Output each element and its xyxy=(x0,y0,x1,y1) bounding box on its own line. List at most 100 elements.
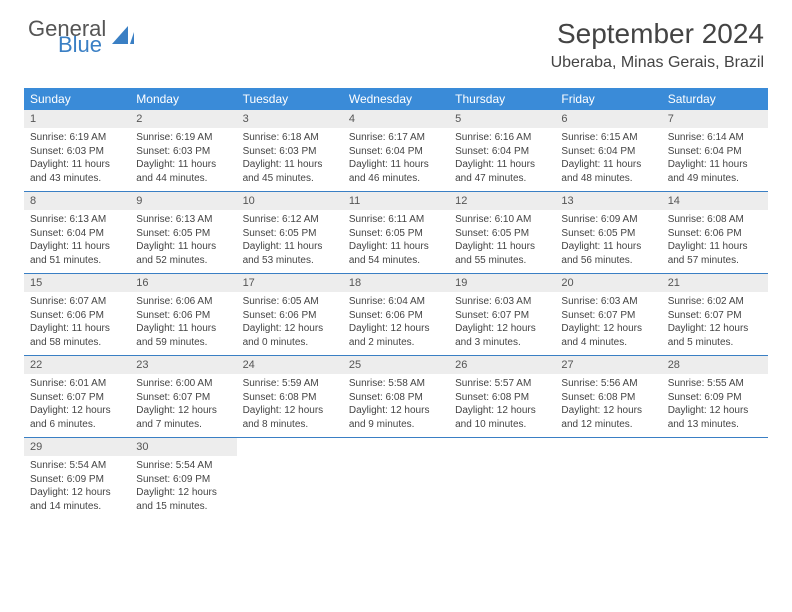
daylight-text: Daylight: 11 hours and 55 minutes. xyxy=(455,240,549,267)
weekday-header: Tuesday xyxy=(237,88,343,110)
day-number: 27 xyxy=(555,356,661,374)
day-number: 30 xyxy=(130,438,236,456)
sunrise-text: Sunrise: 6:10 AM xyxy=(455,213,549,227)
day-number: 28 xyxy=(662,356,768,374)
sunrise-text: Sunrise: 5:58 AM xyxy=(349,377,443,391)
sunset-text: Sunset: 6:08 PM xyxy=(243,391,337,405)
empty-day-cell xyxy=(662,438,768,519)
day-cell: 14Sunrise: 6:08 AMSunset: 6:06 PMDayligh… xyxy=(662,192,768,273)
day-cell: 17Sunrise: 6:05 AMSunset: 6:06 PMDayligh… xyxy=(237,274,343,355)
sunrise-text: Sunrise: 6:05 AM xyxy=(243,295,337,309)
month-title: September 2024 xyxy=(551,18,764,50)
day-cell: 4Sunrise: 6:17 AMSunset: 6:04 PMDaylight… xyxy=(343,110,449,191)
day-body: Sunrise: 6:17 AMSunset: 6:04 PMDaylight:… xyxy=(343,128,449,191)
daylight-text: Daylight: 12 hours and 0 minutes. xyxy=(243,322,337,349)
empty-day-cell xyxy=(555,438,661,519)
daylight-text: Daylight: 12 hours and 7 minutes. xyxy=(136,404,230,431)
day-body: Sunrise: 6:19 AMSunset: 6:03 PMDaylight:… xyxy=(24,128,130,191)
day-body: Sunrise: 6:06 AMSunset: 6:06 PMDaylight:… xyxy=(130,292,236,355)
week-row: 22Sunrise: 6:01 AMSunset: 6:07 PMDayligh… xyxy=(24,355,768,437)
day-number: 14 xyxy=(662,192,768,210)
day-cell: 27Sunrise: 5:56 AMSunset: 6:08 PMDayligh… xyxy=(555,356,661,437)
day-number: 19 xyxy=(449,274,555,292)
day-cell: 15Sunrise: 6:07 AMSunset: 6:06 PMDayligh… xyxy=(24,274,130,355)
day-body: Sunrise: 6:12 AMSunset: 6:05 PMDaylight:… xyxy=(237,210,343,273)
sunset-text: Sunset: 6:07 PM xyxy=(561,309,655,323)
sunset-text: Sunset: 6:04 PM xyxy=(349,145,443,159)
sunrise-text: Sunrise: 6:18 AM xyxy=(243,131,337,145)
empty-day-cell xyxy=(449,438,555,519)
day-number: 16 xyxy=(130,274,236,292)
sunset-text: Sunset: 6:05 PM xyxy=(561,227,655,241)
day-number: 6 xyxy=(555,110,661,128)
daylight-text: Daylight: 12 hours and 10 minutes. xyxy=(455,404,549,431)
daylight-text: Daylight: 11 hours and 44 minutes. xyxy=(136,158,230,185)
day-cell: 28Sunrise: 5:55 AMSunset: 6:09 PMDayligh… xyxy=(662,356,768,437)
weeks-container: 1Sunrise: 6:19 AMSunset: 6:03 PMDaylight… xyxy=(24,110,768,519)
day-number: 2 xyxy=(130,110,236,128)
day-body: Sunrise: 6:03 AMSunset: 6:07 PMDaylight:… xyxy=(449,292,555,355)
sunrise-text: Sunrise: 6:03 AM xyxy=(561,295,655,309)
daylight-text: Daylight: 11 hours and 46 minutes. xyxy=(349,158,443,185)
daylight-text: Daylight: 12 hours and 14 minutes. xyxy=(30,486,124,513)
weekday-header-row: SundayMondayTuesdayWednesdayThursdayFrid… xyxy=(24,88,768,110)
day-number: 22 xyxy=(24,356,130,374)
calendar: SundayMondayTuesdayWednesdayThursdayFrid… xyxy=(24,88,768,519)
day-number: 4 xyxy=(343,110,449,128)
sunrise-text: Sunrise: 6:01 AM xyxy=(30,377,124,391)
weekday-header: Saturday xyxy=(662,88,768,110)
daylight-text: Daylight: 11 hours and 59 minutes. xyxy=(136,322,230,349)
sunrise-text: Sunrise: 6:09 AM xyxy=(561,213,655,227)
day-number: 10 xyxy=(237,192,343,210)
sunset-text: Sunset: 6:04 PM xyxy=(30,227,124,241)
empty-day-cell xyxy=(237,438,343,519)
sunset-text: Sunset: 6:04 PM xyxy=(561,145,655,159)
day-body: Sunrise: 6:14 AMSunset: 6:04 PMDaylight:… xyxy=(662,128,768,191)
sunset-text: Sunset: 6:07 PM xyxy=(30,391,124,405)
sunrise-text: Sunrise: 5:59 AM xyxy=(243,377,337,391)
sunset-text: Sunset: 6:06 PM xyxy=(136,309,230,323)
sunrise-text: Sunrise: 6:13 AM xyxy=(136,213,230,227)
sunset-text: Sunset: 6:09 PM xyxy=(30,473,124,487)
day-body: Sunrise: 6:16 AMSunset: 6:04 PMDaylight:… xyxy=(449,128,555,191)
week-row: 15Sunrise: 6:07 AMSunset: 6:06 PMDayligh… xyxy=(24,273,768,355)
daylight-text: Daylight: 11 hours and 48 minutes. xyxy=(561,158,655,185)
daylight-text: Daylight: 12 hours and 9 minutes. xyxy=(349,404,443,431)
weekday-header: Sunday xyxy=(24,88,130,110)
daylight-text: Daylight: 12 hours and 6 minutes. xyxy=(30,404,124,431)
weekday-header: Wednesday xyxy=(343,88,449,110)
daylight-text: Daylight: 12 hours and 2 minutes. xyxy=(349,322,443,349)
day-cell: 23Sunrise: 6:00 AMSunset: 6:07 PMDayligh… xyxy=(130,356,236,437)
sunrise-text: Sunrise: 6:08 AM xyxy=(668,213,762,227)
weekday-header: Monday xyxy=(130,88,236,110)
day-number: 5 xyxy=(449,110,555,128)
day-cell: 26Sunrise: 5:57 AMSunset: 6:08 PMDayligh… xyxy=(449,356,555,437)
empty-day-cell xyxy=(343,438,449,519)
day-cell: 30Sunrise: 5:54 AMSunset: 6:09 PMDayligh… xyxy=(130,438,236,519)
day-body: Sunrise: 5:54 AMSunset: 6:09 PMDaylight:… xyxy=(24,456,130,519)
sunset-text: Sunset: 6:07 PM xyxy=(455,309,549,323)
daylight-text: Daylight: 11 hours and 58 minutes. xyxy=(30,322,124,349)
daylight-text: Daylight: 11 hours and 45 minutes. xyxy=(243,158,337,185)
daylight-text: Daylight: 12 hours and 12 minutes. xyxy=(561,404,655,431)
day-body: Sunrise: 6:07 AMSunset: 6:06 PMDaylight:… xyxy=(24,292,130,355)
day-cell: 2Sunrise: 6:19 AMSunset: 6:03 PMDaylight… xyxy=(130,110,236,191)
day-body: Sunrise: 5:59 AMSunset: 6:08 PMDaylight:… xyxy=(237,374,343,437)
sunset-text: Sunset: 6:04 PM xyxy=(455,145,549,159)
header: General Blue September 2024 Uberaba, Min… xyxy=(0,0,792,80)
sunset-text: Sunset: 6:05 PM xyxy=(243,227,337,241)
daylight-text: Daylight: 11 hours and 43 minutes. xyxy=(30,158,124,185)
sunset-text: Sunset: 6:04 PM xyxy=(668,145,762,159)
day-body: Sunrise: 6:01 AMSunset: 6:07 PMDaylight:… xyxy=(24,374,130,437)
sunset-text: Sunset: 6:06 PM xyxy=(30,309,124,323)
day-body: Sunrise: 6:03 AMSunset: 6:07 PMDaylight:… xyxy=(555,292,661,355)
day-number: 29 xyxy=(24,438,130,456)
sunrise-text: Sunrise: 5:57 AM xyxy=(455,377,549,391)
day-body: Sunrise: 6:04 AMSunset: 6:06 PMDaylight:… xyxy=(343,292,449,355)
daylight-text: Daylight: 11 hours and 53 minutes. xyxy=(243,240,337,267)
day-cell: 21Sunrise: 6:02 AMSunset: 6:07 PMDayligh… xyxy=(662,274,768,355)
day-number: 9 xyxy=(130,192,236,210)
day-body: Sunrise: 5:56 AMSunset: 6:08 PMDaylight:… xyxy=(555,374,661,437)
day-cell: 3Sunrise: 6:18 AMSunset: 6:03 PMDaylight… xyxy=(237,110,343,191)
sunrise-text: Sunrise: 6:19 AM xyxy=(30,131,124,145)
